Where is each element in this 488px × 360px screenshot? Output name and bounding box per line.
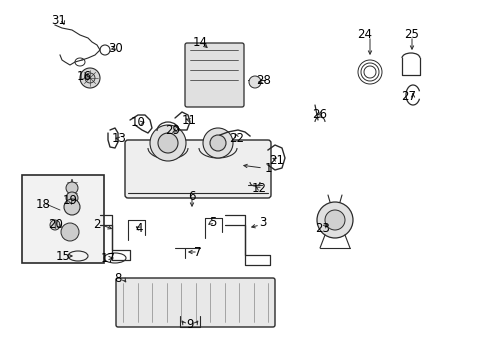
Text: 17: 17 bbox=[101, 252, 115, 265]
Text: 3: 3 bbox=[259, 216, 266, 229]
Text: 10: 10 bbox=[130, 117, 145, 130]
Text: 22: 22 bbox=[229, 131, 244, 144]
Bar bbox=[22, 175, 104, 263]
Text: 14: 14 bbox=[192, 36, 207, 49]
Text: 24: 24 bbox=[357, 28, 372, 41]
Text: 23: 23 bbox=[315, 221, 330, 234]
Circle shape bbox=[209, 135, 225, 151]
Text: 11: 11 bbox=[181, 113, 196, 126]
Text: 13: 13 bbox=[111, 132, 126, 145]
Text: 12: 12 bbox=[251, 181, 266, 194]
Text: 27: 27 bbox=[401, 90, 416, 104]
Circle shape bbox=[248, 76, 261, 88]
Circle shape bbox=[80, 68, 100, 88]
Circle shape bbox=[158, 133, 178, 153]
Text: 21: 21 bbox=[269, 153, 284, 166]
Text: 9: 9 bbox=[186, 319, 193, 332]
Circle shape bbox=[203, 128, 232, 158]
Circle shape bbox=[325, 210, 345, 230]
Text: 15: 15 bbox=[56, 249, 70, 262]
Circle shape bbox=[50, 220, 60, 230]
Circle shape bbox=[66, 182, 78, 194]
Text: 16: 16 bbox=[76, 69, 91, 82]
FancyBboxPatch shape bbox=[116, 278, 274, 327]
Text: 26: 26 bbox=[312, 108, 327, 121]
Circle shape bbox=[85, 73, 95, 83]
Text: 1: 1 bbox=[264, 162, 271, 175]
Text: 20: 20 bbox=[48, 219, 63, 231]
Text: 30: 30 bbox=[108, 41, 123, 54]
Text: 25: 25 bbox=[404, 28, 419, 41]
Text: 8: 8 bbox=[114, 271, 122, 284]
FancyBboxPatch shape bbox=[125, 140, 270, 198]
Circle shape bbox=[150, 125, 185, 161]
Text: 18: 18 bbox=[36, 198, 50, 211]
Text: 6: 6 bbox=[188, 190, 195, 203]
Circle shape bbox=[61, 223, 79, 241]
Text: 31: 31 bbox=[51, 14, 66, 27]
Circle shape bbox=[316, 202, 352, 238]
Text: 28: 28 bbox=[256, 75, 271, 87]
Text: 4: 4 bbox=[135, 222, 142, 235]
Text: 2: 2 bbox=[93, 219, 101, 231]
Text: 7: 7 bbox=[194, 246, 202, 258]
FancyBboxPatch shape bbox=[184, 43, 244, 107]
Text: 19: 19 bbox=[62, 194, 77, 207]
Circle shape bbox=[66, 192, 78, 204]
Text: 29: 29 bbox=[165, 125, 180, 138]
Text: 5: 5 bbox=[209, 216, 216, 230]
Circle shape bbox=[64, 199, 80, 215]
